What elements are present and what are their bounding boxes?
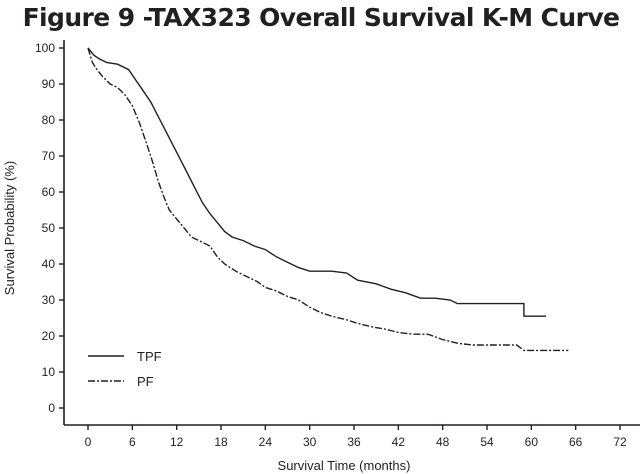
y-tick-label: 30 <box>42 293 56 307</box>
x-tick-label: 0 <box>85 435 92 449</box>
x-tick-label: 18 <box>214 435 228 449</box>
x-tick-label: 12 <box>170 435 184 449</box>
y-tick-label: 90 <box>42 77 56 91</box>
x-tick-label: 48 <box>436 435 450 449</box>
axes <box>63 40 640 426</box>
x-tick-label: 60 <box>525 435 539 449</box>
x-tick-label: 30 <box>303 435 317 449</box>
x-tick-label: 54 <box>480 435 494 449</box>
y-axis-label: Survival Probability (%) <box>2 161 17 295</box>
x-axis-label: Survival Time (months) <box>278 458 411 473</box>
y-tick-label: 50 <box>42 221 56 235</box>
chart-title: Figure 9 -TAX323 Overall Survival K-M Cu… <box>23 3 620 32</box>
x-tick-label: 24 <box>259 435 273 449</box>
y-tick-label: 0 <box>48 401 55 415</box>
x-tick-label: 42 <box>392 435 406 449</box>
survival-curves <box>87 47 569 352</box>
x-tick-label: 72 <box>613 435 627 449</box>
x-tick-label: 36 <box>347 435 361 449</box>
x-tick-label: 6 <box>129 435 136 449</box>
legend: TPF PF <box>88 349 162 389</box>
y-tick-label: 60 <box>42 185 56 199</box>
series-line-tpf <box>87 47 547 317</box>
legend-label-tpf: TPF <box>137 349 162 364</box>
y-tick-label: 80 <box>42 113 56 127</box>
x-tick-label: 66 <box>569 435 583 449</box>
y-tick-label: 10 <box>42 365 56 379</box>
y-tick-label: 20 <box>42 329 56 343</box>
y-tick-label: 40 <box>42 257 56 271</box>
ticks: 0 10 20 30 40 50 60 70 80 90 100 0 6 12 18 24 30 36 42 48 54… <box>35 41 627 449</box>
y-tick-label: 70 <box>42 149 56 163</box>
legend-label-pf: PF <box>137 374 154 389</box>
y-tick-label: 100 <box>35 41 55 55</box>
series-line-pf <box>87 47 569 352</box>
